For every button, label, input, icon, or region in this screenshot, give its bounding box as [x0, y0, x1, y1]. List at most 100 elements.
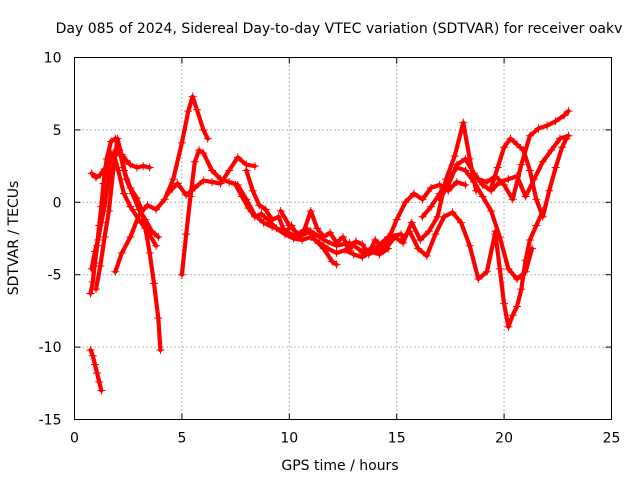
data-point [117, 151, 126, 160]
data-point [418, 195, 427, 204]
data-point [450, 151, 459, 160]
data-point [401, 198, 410, 207]
data-point [122, 175, 131, 184]
data-point [512, 302, 521, 311]
data-point [512, 275, 521, 284]
data-point [439, 212, 448, 221]
data-point [409, 189, 418, 198]
data-point [319, 233, 328, 242]
data-point [427, 202, 436, 211]
data-point [96, 262, 105, 271]
data-point [508, 311, 517, 320]
data-point [268, 215, 277, 224]
data-point [311, 235, 320, 244]
data-point [534, 124, 543, 133]
data-point [238, 192, 247, 201]
data-point [332, 260, 341, 269]
data-point [306, 206, 315, 215]
data-point [250, 212, 259, 221]
data-point [427, 183, 436, 192]
data-point [461, 154, 470, 163]
y-tick-label: -5 [48, 268, 62, 284]
data-point [177, 270, 186, 279]
data-point [444, 180, 453, 189]
data-point [375, 247, 384, 256]
data-series [86, 92, 573, 395]
series-arc-14 [396, 208, 500, 284]
series-trace [476, 108, 571, 202]
x-tick-label: 25 [603, 431, 621, 447]
data-point [525, 131, 534, 140]
data-point [182, 230, 191, 239]
data-point [104, 206, 113, 215]
data-point [199, 176, 208, 185]
data-point [504, 322, 513, 331]
series-trace [437, 133, 571, 202]
data-point [143, 201, 152, 210]
data-point [532, 221, 541, 230]
data-point [97, 386, 106, 395]
data-point [96, 170, 105, 179]
data-point [281, 228, 290, 237]
data-point [431, 230, 440, 239]
data-point [94, 235, 103, 244]
data-point [465, 241, 474, 250]
data-point [551, 163, 560, 172]
data-point [274, 212, 283, 221]
data-point [474, 275, 483, 284]
data-point [195, 146, 204, 155]
data-point [500, 143, 509, 152]
data-point [418, 212, 427, 221]
data-point [149, 279, 158, 288]
series-arc-12 [358, 178, 470, 257]
data-point [332, 248, 341, 257]
data-point [250, 162, 259, 171]
data-point [141, 215, 150, 224]
data-point [113, 134, 122, 143]
data-point [87, 264, 96, 273]
data-point [152, 205, 161, 214]
data-point [259, 218, 268, 227]
data-point [547, 146, 556, 155]
data-point [272, 224, 281, 233]
series-arc-11 [276, 206, 341, 269]
data-point [366, 244, 375, 253]
series-arc-19 [435, 131, 573, 204]
data-point [416, 235, 425, 244]
data-point [435, 195, 444, 204]
x-tick-label: 20 [495, 431, 513, 447]
data-point [491, 230, 500, 239]
data-point [192, 105, 201, 114]
data-point [293, 230, 302, 239]
data-point [285, 221, 294, 230]
data-point [504, 264, 513, 273]
data-point [461, 180, 470, 189]
data-point [328, 257, 337, 266]
data-point [390, 233, 399, 242]
data-point [225, 166, 234, 175]
data-point [392, 215, 401, 224]
data-point [188, 92, 197, 101]
axis-ticks: 0 5 10 15 20 25 10 5 0 -5 -10 -15 [39, 51, 621, 447]
data-point [91, 173, 100, 182]
x-axis-label: GPS time / hours [281, 458, 398, 474]
data-point [500, 299, 509, 308]
data-point [169, 175, 178, 184]
data-point [517, 160, 526, 169]
data-point [495, 178, 504, 187]
data-point [538, 212, 547, 221]
y-tick-label: -10 [39, 340, 62, 356]
data-point [487, 206, 496, 215]
data-point [517, 285, 526, 294]
plot-frame [74, 57, 612, 420]
data-point [407, 218, 416, 227]
data-point [351, 237, 360, 246]
data-point [345, 246, 354, 255]
data-point [302, 224, 311, 233]
data-point [134, 205, 143, 214]
x-tick-label: 15 [388, 431, 406, 447]
data-point [381, 244, 390, 253]
data-point [207, 166, 216, 175]
data-point [482, 178, 491, 187]
